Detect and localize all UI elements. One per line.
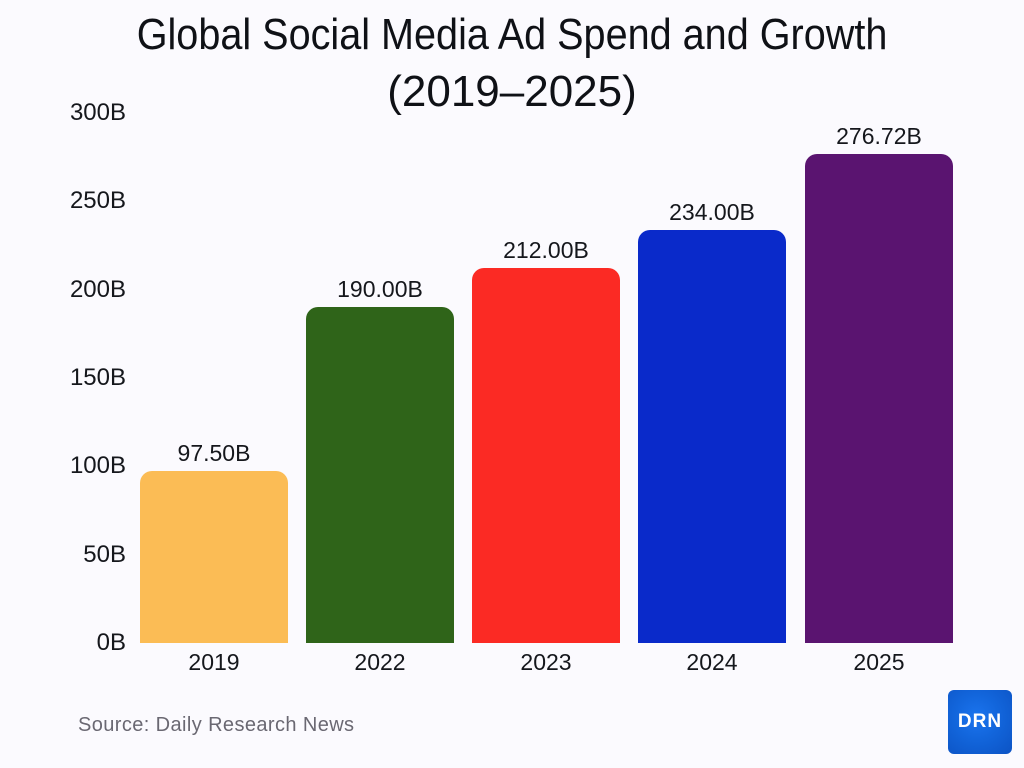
y-axis-tick-label: 250B <box>69 187 126 215</box>
x-axis-label: 2022 <box>354 649 406 675</box>
chart-title: Global Social Media Ad Spend and Growth … <box>0 6 1024 120</box>
source-note: Source: Daily Research News <box>78 714 355 736</box>
bar-value-label: 276.72B <box>836 123 922 149</box>
brand-logo-text: DRN <box>957 711 1003 732</box>
bar-value-label: 190.00B <box>337 276 423 302</box>
bar-value-label: 234.00B <box>669 199 755 225</box>
bar-value-label: 97.50B <box>177 440 251 466</box>
bar-2022 <box>306 307 454 643</box>
bar-2023 <box>472 268 620 643</box>
bar-2019 <box>140 471 288 643</box>
y-axis-tick-label: 100B <box>69 452 126 480</box>
chart-title-line-1: Global Social Media Ad Spend and Growth <box>136 10 888 59</box>
y-axis-tick-label: 0B <box>96 629 126 656</box>
x-axis-label: 2025 <box>853 649 905 675</box>
x-axis-label: 2023 <box>520 649 572 675</box>
chart-title-line-2: (2019–2025) <box>387 67 637 116</box>
brand-logo: DRN <box>948 690 1012 754</box>
bar-2024 <box>638 230 786 643</box>
x-axis-label: 2019 <box>188 649 240 675</box>
y-axis-tick-label: 200B <box>69 275 126 303</box>
y-axis-tick-label: 150B <box>69 364 126 391</box>
bar-value-label: 212.00B <box>503 237 589 263</box>
y-axis-tick-label: 300B <box>69 99 126 126</box>
x-axis-label: 2024 <box>686 649 738 675</box>
bar-2025 <box>805 154 953 643</box>
y-axis-tick-label: 50B <box>83 540 126 568</box>
